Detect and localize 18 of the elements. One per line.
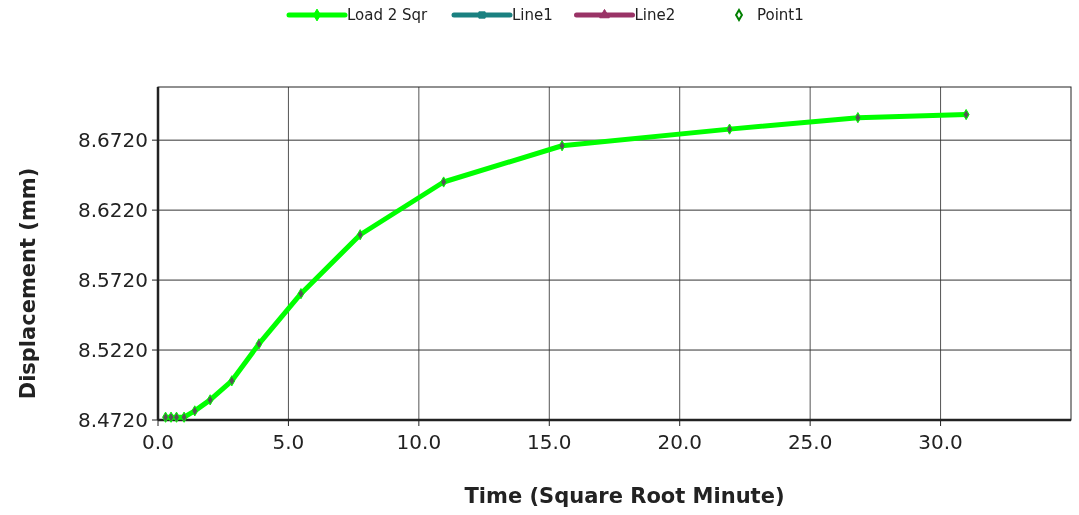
y-tick-label: 8.5220 bbox=[78, 338, 148, 363]
legend-label: Line2 bbox=[634, 6, 676, 24]
x-tick-label: 15.0 bbox=[527, 430, 572, 454]
legend-label: Load 2 Sqr bbox=[347, 6, 429, 24]
legend-label: Point1 bbox=[757, 6, 804, 24]
y-tick-label: 8.6720 bbox=[78, 128, 148, 153]
y-tick-label: 8.6220 bbox=[78, 198, 148, 223]
y-axis-title: Displacement (mm) bbox=[16, 167, 40, 400]
x-tick-label: 10.0 bbox=[396, 430, 442, 454]
y-tick-label: 8.5720 bbox=[78, 268, 148, 293]
x-tick-label: 20.0 bbox=[657, 430, 702, 454]
x-tick-label: 25.0 bbox=[787, 430, 833, 454]
x-tick-label: 0.0 bbox=[142, 430, 174, 454]
legend-label: Line1 bbox=[512, 6, 553, 24]
x-tick-label: 5.0 bbox=[272, 430, 305, 454]
x-axis-title: Time (Square Root Minute) bbox=[464, 484, 785, 508]
y-tick-label: 8.4720 bbox=[78, 408, 148, 432]
x-tick-label: 30.0 bbox=[918, 430, 963, 454]
